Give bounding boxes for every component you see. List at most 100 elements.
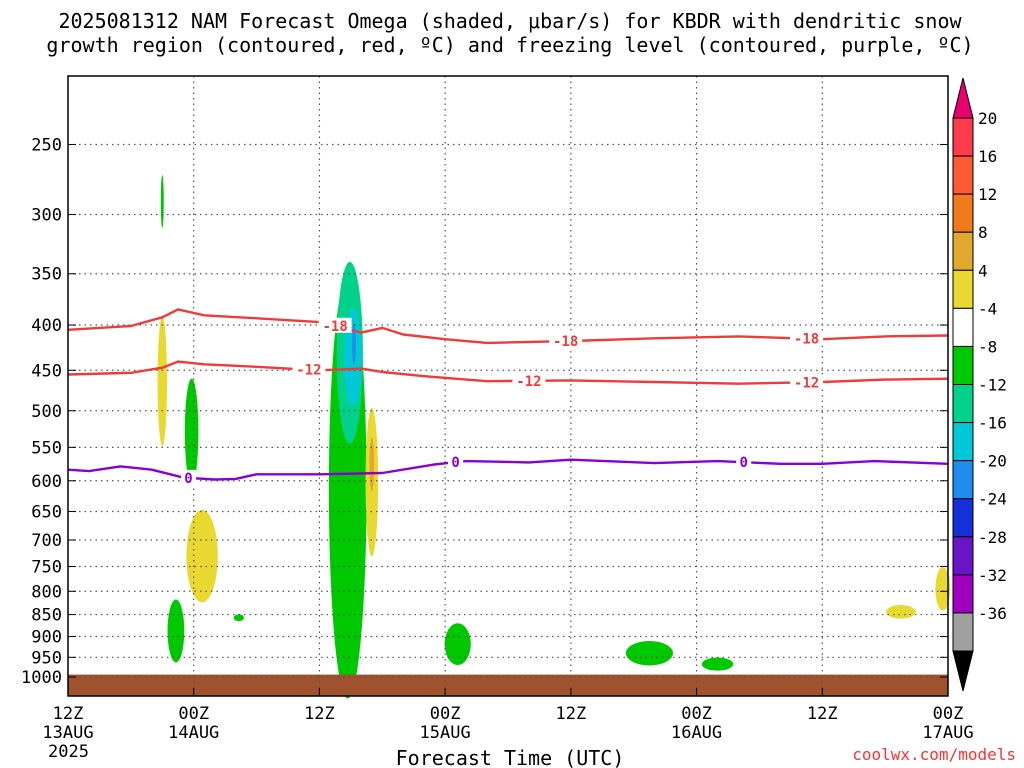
x-tick-label-5: 00Z	[681, 704, 712, 724]
x-tick-label-6: 12Z	[807, 704, 838, 724]
omega-shade-14	[701, 657, 734, 671]
x-tick-label-7: 00Z	[933, 704, 964, 724]
colorbar-bin-5	[952, 307, 974, 347]
colorbar-top-triangle	[952, 77, 974, 119]
x-tick-date-7: 17AUG	[922, 723, 973, 743]
omega-shade-13	[625, 640, 674, 666]
colorbar-bin-8	[952, 422, 974, 462]
y-tick-label-1000: 1000	[21, 668, 62, 688]
colorbar-bin-0	[952, 117, 974, 157]
colorbar-label-9: -20	[978, 452, 1007, 471]
colorbar-label-6: -8	[978, 337, 997, 356]
x-tick-year-0: 2025	[48, 742, 89, 762]
contour-label-0-0: -18	[322, 319, 347, 335]
colorbar-label-4: 4	[978, 261, 988, 280]
y-tick-label-950: 950	[31, 648, 62, 668]
colorbar-bin-13	[952, 612, 974, 652]
colorbar-label-13: -36	[978, 604, 1007, 623]
omega-shade-3	[186, 509, 218, 603]
chart-title-line1: 2025081312 NAM Forecast Omega (shaded, μ…	[58, 9, 962, 33]
x-tick-date-3: 15AUG	[420, 723, 471, 743]
y-tick-label-800: 800	[31, 582, 62, 602]
contour-label-bg-1-0	[292, 361, 326, 377]
colorbar-bin-2	[952, 193, 974, 233]
x-axis-label: Forecast Time (UTC)	[396, 746, 625, 768]
colorbar-label-5: -4	[978, 299, 997, 318]
y-tick-label-850: 850	[31, 606, 62, 626]
colorbar-label-1: 16	[978, 147, 997, 166]
x-tick-label-3: 00Z	[430, 704, 461, 724]
x-tick-date-1: 14AUG	[168, 723, 219, 743]
contour-label-bg-0-0	[318, 317, 352, 333]
contour-line-0	[67, 458, 949, 481]
contour-label-bg-2-1	[448, 454, 464, 470]
x-tick-label-1: 00Z	[178, 704, 209, 724]
contour-label-bg-0-1	[549, 333, 583, 349]
colorbar-bin-9	[952, 460, 974, 500]
colorbar-bin-7	[952, 384, 974, 424]
surface-terrain	[68, 674, 948, 696]
contour-label-2-1: 0	[451, 455, 459, 471]
omega-shade-15	[886, 605, 916, 619]
omega-shade-4	[167, 599, 185, 663]
contour-label-bg-1-1	[512, 372, 546, 388]
y-tick-label-450: 450	[31, 361, 62, 381]
x-tick-date-5: 16AUG	[671, 723, 722, 743]
contour-label-bg-0-2	[790, 330, 824, 346]
credit-link[interactable]: coolwx.com/models	[852, 745, 1016, 764]
contour-line--12	[67, 360, 949, 385]
y-tick-label-500: 500	[31, 402, 62, 422]
contour-label-0-2: -18	[794, 332, 819, 348]
colorbar-label-0: 20	[978, 109, 997, 128]
colorbar-label-8: -16	[978, 414, 1007, 433]
colorbar-bin-10	[952, 498, 974, 538]
colorbar-label-7: -12	[978, 376, 1007, 395]
colorbar-bin-6	[952, 345, 974, 385]
omega-shade-1	[157, 316, 168, 447]
contour-label-bg-2-2	[736, 454, 752, 470]
y-axis: 2503003504004505005506006507007508008509…	[21, 136, 948, 688]
y-tick-label-700: 700	[31, 531, 62, 551]
colorbar-label-12: -32	[978, 566, 1007, 585]
omega-shade-11	[369, 437, 375, 492]
chart-title-line2: growth region (contoured, red, ºC) and f…	[46, 33, 973, 57]
omega-shade-2	[184, 378, 199, 485]
contour-line--18	[67, 308, 949, 345]
contour-label-2-0: 0	[184, 471, 192, 487]
y-tick-label-400: 400	[31, 316, 62, 336]
omega-shade-9	[352, 323, 356, 365]
contour-label-1-1: -12	[516, 374, 541, 390]
x-tick-label-2: 12Z	[304, 704, 335, 724]
colorbar-label-3: 8	[978, 223, 988, 242]
colorbar-bin-11	[952, 536, 974, 576]
plot-frame	[67, 75, 949, 697]
colorbar-bin-4	[952, 269, 974, 309]
y-tick-label-550: 550	[31, 438, 62, 458]
contour-label-bg-1-2	[790, 374, 824, 390]
y-tick-label-300: 300	[31, 206, 62, 226]
colorbar: 20 16 12 8 4 -4 -8 -12 -16 -20 -24 -28 -32 -36	[952, 77, 1007, 692]
omega-shade-5	[233, 614, 244, 622]
y-tick-label-650: 650	[31, 503, 62, 523]
contour-label-bg-2-0	[180, 469, 196, 485]
y-tick-label-750: 750	[31, 557, 62, 577]
contour-label-1-0: -12	[296, 363, 321, 379]
x-tick-label-0: 12Z	[53, 704, 84, 724]
y-tick-label-600: 600	[31, 472, 62, 492]
x-tick-date-0: 13AUG	[42, 723, 93, 743]
colorbar-label-10: -24	[978, 490, 1007, 509]
colorbar-bottom-triangle	[952, 650, 974, 692]
y-tick-label-900: 900	[31, 628, 62, 648]
colorbar-label-2: 12	[978, 185, 997, 204]
contour-label-1-2: -12	[794, 375, 819, 391]
x-tick-label-4: 12Z	[555, 704, 586, 724]
contour-label-2-2: 0	[739, 455, 747, 471]
colorbar-bin-12	[952, 574, 974, 614]
colorbar-label-11: -28	[978, 528, 1007, 547]
y-tick-label-250: 250	[31, 136, 62, 156]
omega-shade-0	[160, 174, 164, 229]
colorbar-bin-1	[952, 155, 974, 195]
colorbar-bin-3	[952, 231, 974, 271]
